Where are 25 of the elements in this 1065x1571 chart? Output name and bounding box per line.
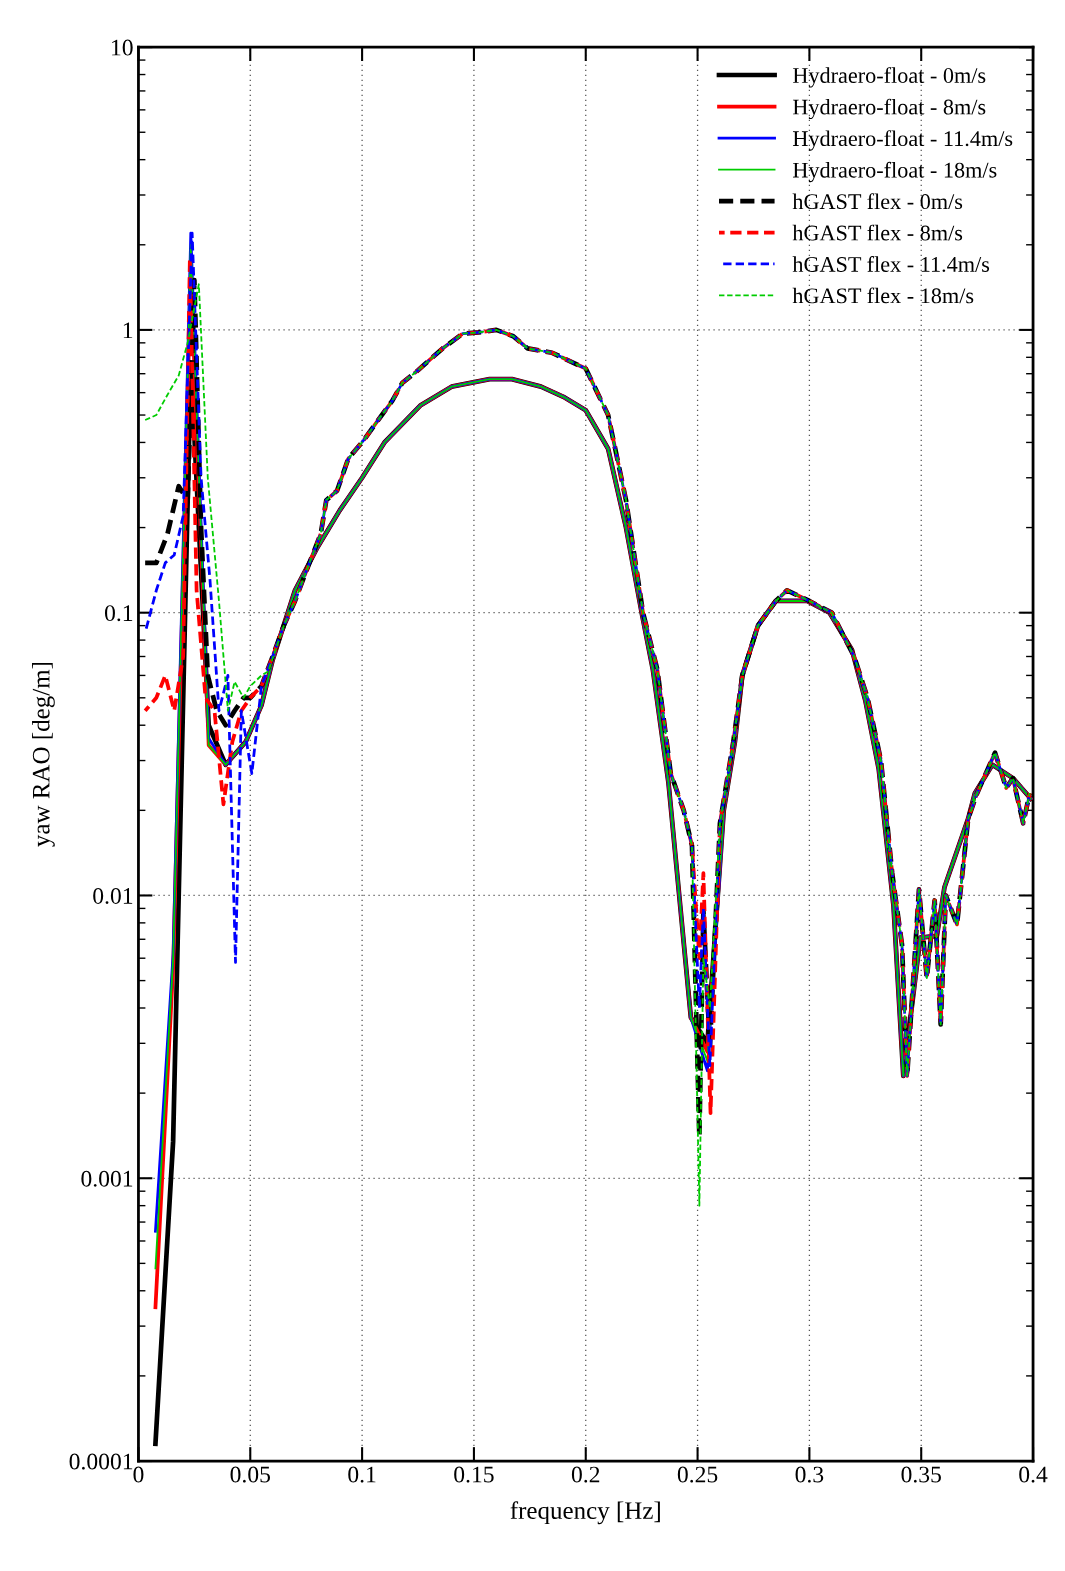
x-tick-label: 0 — [133, 1466, 144, 1483]
x-tick-label: 0.1 — [348, 1466, 376, 1483]
legend-label: Hydraero-float - 0m/s — [792, 67, 986, 88]
y-tick-label: 10 — [112, 39, 133, 56]
x-tick-label: 0.15 — [454, 1466, 494, 1483]
x-axis-title: frequency [Hz] — [510, 1501, 660, 1525]
x-tick-label: 0.2 — [571, 1466, 600, 1483]
x-tick-label: 0.35 — [901, 1466, 941, 1483]
x-tick-label: 0.4 — [1019, 1466, 1048, 1483]
legend-label: hGAST flex - 18m/s — [792, 287, 974, 304]
legend-label: hGAST flex - 11.4m/s — [792, 256, 990, 273]
legend-label: Hydraero-float - 11.4m/s — [792, 130, 1013, 151]
y-tick-label: 0.1 — [104, 605, 133, 622]
legend-label: hGAST flex - 8m/s — [792, 224, 963, 241]
x-tick-label: 0.05 — [230, 1466, 271, 1483]
legend-label: Hydraero-float - 18m/s — [792, 161, 997, 183]
legend-label: Hydraero-float - 8m/s — [792, 98, 986, 120]
y-tick-label: 1 — [123, 322, 133, 339]
x-tick-label: 0.3 — [795, 1466, 824, 1483]
x-tick-label: 0.25 — [677, 1466, 718, 1483]
y-axis-title: yaw RAO [deg/m] — [32, 662, 55, 847]
y-tick-label: 0.01 — [93, 887, 133, 904]
legend-label: hGAST flex - 0m/s — [792, 193, 963, 210]
y-tick-label: 0.0001 — [69, 1453, 133, 1470]
y-tick-label: 0.001 — [81, 1170, 133, 1187]
